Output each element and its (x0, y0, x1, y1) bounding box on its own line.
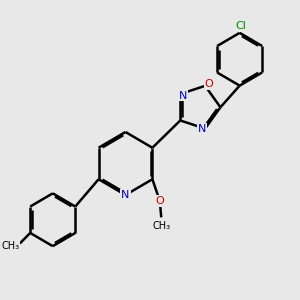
Text: CH₃: CH₃ (1, 242, 20, 251)
Text: Cl: Cl (236, 21, 247, 31)
Text: O: O (205, 80, 213, 89)
Text: O: O (155, 196, 164, 206)
Text: N: N (198, 124, 206, 134)
Text: N: N (179, 91, 188, 100)
Text: N: N (121, 190, 130, 200)
Text: CH₃: CH₃ (152, 221, 170, 231)
